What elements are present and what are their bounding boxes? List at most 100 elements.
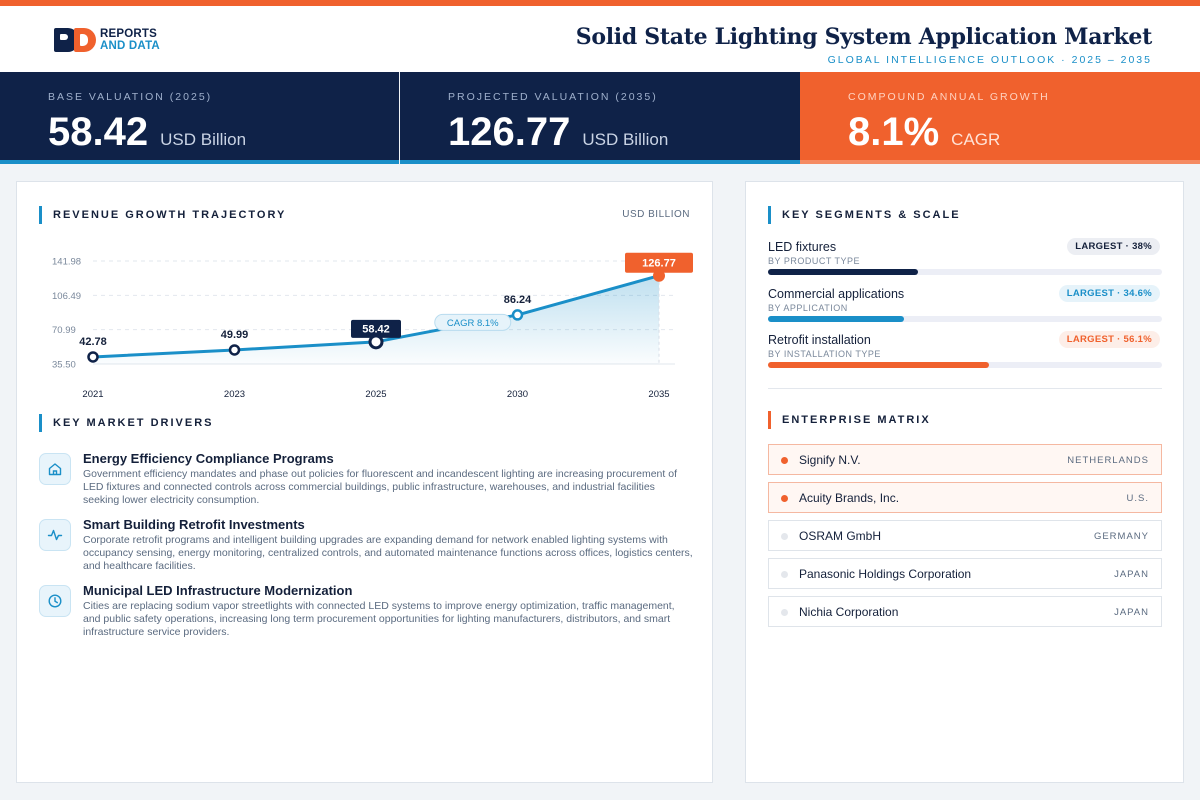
segment-share-track	[768, 269, 1162, 275]
data-point	[228, 344, 241, 356]
enterprise-row[interactable]: Acuity Brands, Inc. U.S.	[768, 482, 1162, 513]
x-tick-label: 2030	[507, 389, 528, 400]
segment-category: BY PRODUCT TYPE	[768, 256, 861, 266]
revenue-chart: 141.98 106.49 70.99 35.50 CAGR 8.1% 42.78 2021…	[52, 252, 693, 400]
x-tick-label: 2021	[82, 389, 103, 400]
enterprise-row[interactable]: Nichia Corporation JAPAN	[768, 596, 1162, 627]
section-divider	[768, 388, 1162, 389]
y-tick-label: 106.49	[52, 291, 81, 302]
home-icon	[39, 453, 71, 485]
kpi-label: BASE VALUATION (2025)	[48, 91, 213, 103]
logo-line-2: AND DATA	[100, 40, 160, 52]
logo-wordmark: REPORTS AND DATA	[100, 28, 160, 52]
kpi-value: 8.1%	[848, 110, 940, 154]
driver-title: Smart Building Retrofit Investments	[83, 517, 305, 532]
kpi-label: COMPOUND ANNUAL GROWTH	[848, 91, 1050, 103]
segment-share-badge: LARGEST · 38%	[1067, 238, 1160, 255]
data-label: 86.24	[504, 294, 532, 306]
left-panel: REVENUE GROWTH TRAJECTORY USD BILLION 14…	[16, 181, 713, 783]
page-title: Solid State Lighting System Application …	[575, 24, 1153, 50]
kpi-label: PROJECTED VALUATION (2035)	[448, 91, 658, 103]
kpi-unit: CAGR	[951, 130, 1001, 149]
enterprise-row[interactable]: Signify N.V. NETHERLANDS	[768, 444, 1162, 475]
segment-share-fill	[768, 316, 905, 322]
data-point	[368, 334, 384, 350]
enterprise-name: Signify N.V.	[799, 453, 861, 467]
kpi-value: 58.42	[48, 110, 149, 154]
revenue-section-title: REVENUE GROWTH TRAJECTORY	[39, 206, 286, 224]
drivers-section-title: KEY MARKET DRIVERS	[39, 414, 213, 432]
logo-line-1: REPORTS	[100, 28, 157, 40]
data-label: 49.99	[221, 329, 249, 341]
status-dot-icon	[781, 609, 788, 616]
driver-description: Cities are replacing sodium vapor street…	[83, 600, 675, 638]
chart-unit-label: USD BILLION	[622, 209, 690, 220]
enterprise-country: JAPAN	[1114, 607, 1149, 618]
segment-row: LED fixtures BY PRODUCT TYPE LARGEST · 3…	[768, 238, 1162, 280]
enterprise-name: OSRAM GmbH	[799, 529, 882, 543]
segment-category: BY APPLICATION	[768, 303, 848, 313]
kpi-unit: USD Billion	[582, 130, 669, 149]
end-value-badge	[625, 252, 693, 273]
data-point	[87, 351, 99, 363]
driver-title: Municipal LED Infrastructure Modernizati…	[83, 583, 353, 598]
x-tick-label: 2023	[224, 389, 245, 400]
driver-description: Corporate retrofit programs and intellig…	[83, 534, 693, 572]
kpi-value-row: 126.77 USD Billion	[448, 110, 668, 155]
brand-logo[interactable]: REPORTS AND DATA	[54, 27, 160, 53]
enterprise-country: U.S.	[1126, 493, 1149, 504]
kpi-value-row: 8.1% CAGR	[848, 110, 1000, 155]
segment-share-badge: LARGEST · 56.1%	[1058, 331, 1160, 348]
enterprise-name: Nichia Corporation	[799, 605, 899, 619]
right-panel: KEY SEGMENTS & SCALE LED fixtures BY PRO…	[745, 181, 1184, 783]
driver-title: Energy Efficiency Compliance Programs	[83, 451, 334, 466]
kpi-value: 126.77	[448, 110, 571, 154]
segment-share-track	[768, 362, 1162, 368]
driver-description: Government efficiency mandates and phase…	[83, 468, 677, 506]
data-point	[653, 269, 665, 282]
x-tick-label: 2025	[365, 389, 386, 400]
enterprise-country: GERMANY	[1093, 531, 1149, 542]
status-dot-icon	[781, 571, 788, 578]
segment-share-badge: LARGEST · 34.6%	[1058, 285, 1160, 302]
enterprise-country: NETHERLANDS	[1067, 455, 1149, 466]
enterprise-row[interactable]: Panasonic Holdings Corporation JAPAN	[768, 558, 1162, 589]
segment-share-fill	[768, 269, 918, 275]
data-point	[511, 309, 524, 321]
highlight-value-badge	[351, 319, 401, 338]
clock-icon	[39, 585, 71, 617]
segment-share-fill	[768, 362, 990, 368]
x-tick-label: 2035	[648, 389, 669, 400]
data-label: 42.78	[79, 336, 107, 348]
segment-row: Retrofit installation BY INSTALLATION TY…	[768, 331, 1162, 373]
y-tick-label: 35.50	[52, 360, 76, 371]
page-header: REPORTS AND DATA Solid State Lighting Sy…	[0, 6, 1200, 72]
data-label: 58.42	[362, 323, 390, 335]
segment-share-track	[768, 316, 1162, 322]
logo-mark-icon	[54, 28, 100, 52]
kpi-projected-valuation: PROJECTED VALUATION (2035) 126.77 USD Bi…	[400, 72, 800, 164]
status-dot-icon	[781, 457, 788, 464]
data-label: 126.77	[642, 258, 676, 270]
enterprise-name: Acuity Brands, Inc.	[799, 491, 900, 505]
segment-name: Retrofit installation	[768, 333, 871, 347]
y-tick-label: 70.99	[52, 325, 76, 336]
status-dot-icon	[781, 533, 788, 540]
kpi-unit: USD Billion	[160, 130, 247, 149]
kpi-base-valuation: BASE VALUATION (2025) 58.42 USD Billion	[0, 72, 399, 164]
segment-name: LED fixtures	[768, 240, 837, 254]
status-dot-icon	[781, 495, 788, 502]
enterprise-row[interactable]: OSRAM GmbH GERMANY	[768, 520, 1162, 551]
page-subtitle: GLOBAL INTELLIGENCE OUTLOOK · 2025 – 203…	[827, 54, 1152, 66]
pulse-icon	[39, 519, 71, 551]
segment-row: Commercial applications BY APPLICATION L…	[768, 285, 1162, 327]
enterprise-country: JAPAN	[1114, 569, 1149, 580]
cagr-label: CAGR 8.1%	[447, 318, 499, 329]
segment-name: Commercial applications	[768, 287, 905, 301]
top-accent-bar	[0, 0, 1200, 6]
enterprise-name: Panasonic Holdings Corporation	[799, 567, 972, 581]
segment-category: BY INSTALLATION TYPE	[768, 349, 881, 359]
y-tick-label: 141.98	[52, 257, 81, 268]
cagr-pill	[434, 313, 512, 331]
area-fill	[93, 275, 659, 364]
